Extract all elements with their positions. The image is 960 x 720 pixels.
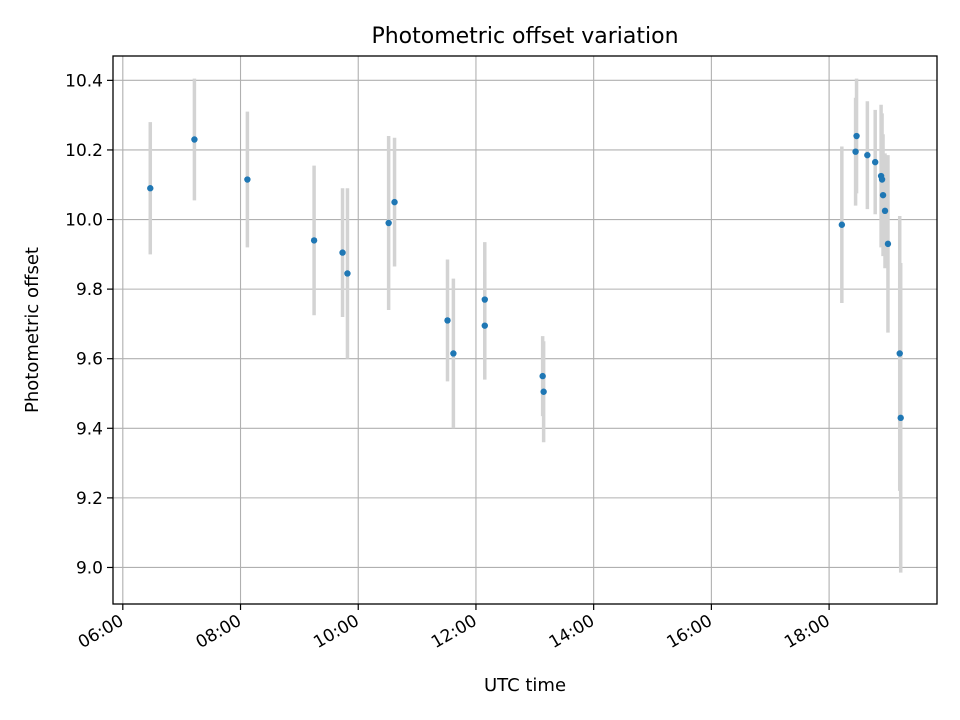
x-tick-label: 08:00 <box>193 611 245 653</box>
data-point <box>896 350 903 357</box>
data-point <box>481 296 488 303</box>
y-tick-label: 9.0 <box>76 558 103 578</box>
data-point <box>878 176 886 183</box>
x-tick-label: 18:00 <box>781 611 833 653</box>
data-point <box>481 322 488 329</box>
data-point <box>852 148 859 155</box>
x-axis-label: UTC time <box>484 675 566 696</box>
x-tick-label: 12:00 <box>428 611 480 653</box>
data-point <box>853 132 860 140</box>
data-point <box>838 221 846 228</box>
data-point <box>879 191 887 199</box>
y-tick-label: 10.0 <box>65 211 103 231</box>
data-point <box>344 270 351 277</box>
y-tick-label: 10.4 <box>65 71 103 91</box>
data-point <box>444 317 451 324</box>
data-point <box>385 219 392 227</box>
data-point <box>884 240 892 248</box>
data-point <box>191 136 198 143</box>
data-point <box>864 151 871 159</box>
data-point <box>539 372 546 380</box>
data-point <box>391 198 398 206</box>
chart-title: Photometric offset variation <box>371 24 678 49</box>
data-point <box>540 388 547 395</box>
data-point <box>897 414 904 422</box>
data-point <box>310 237 318 244</box>
x-tick-label: 14:00 <box>546 611 598 653</box>
y-tick-label: 9.6 <box>76 350 103 370</box>
y-tick-label: 10.2 <box>65 141 103 161</box>
y-tick-label: 9.2 <box>76 489 103 509</box>
x-tick-label: 16:00 <box>663 611 715 653</box>
x-axis-ticks: 06:00 08:00 10:00 12:00 14:00 16:00 18:00 <box>75 604 834 653</box>
data-point <box>244 176 251 183</box>
data-point <box>872 158 879 166</box>
y-tick-label: 9.8 <box>76 280 103 300</box>
y-axis-label: Photometric offset <box>22 247 43 413</box>
data-points <box>147 132 904 422</box>
y-tick-label: 9.4 <box>76 419 103 439</box>
data-point <box>147 185 154 192</box>
x-tick-label: 06:00 <box>75 611 127 653</box>
grid-lines <box>113 56 937 604</box>
x-tick-label: 10:00 <box>310 611 362 653</box>
data-point <box>339 249 346 256</box>
data-point <box>881 207 889 215</box>
y-axis-ticks: 9.0 9.2 9.4 9.6 9.8 10.0 10.2 10.4 <box>65 71 113 578</box>
data-point <box>450 350 457 357</box>
plot-frame <box>112 55 938 605</box>
error-bars <box>148 78 903 573</box>
